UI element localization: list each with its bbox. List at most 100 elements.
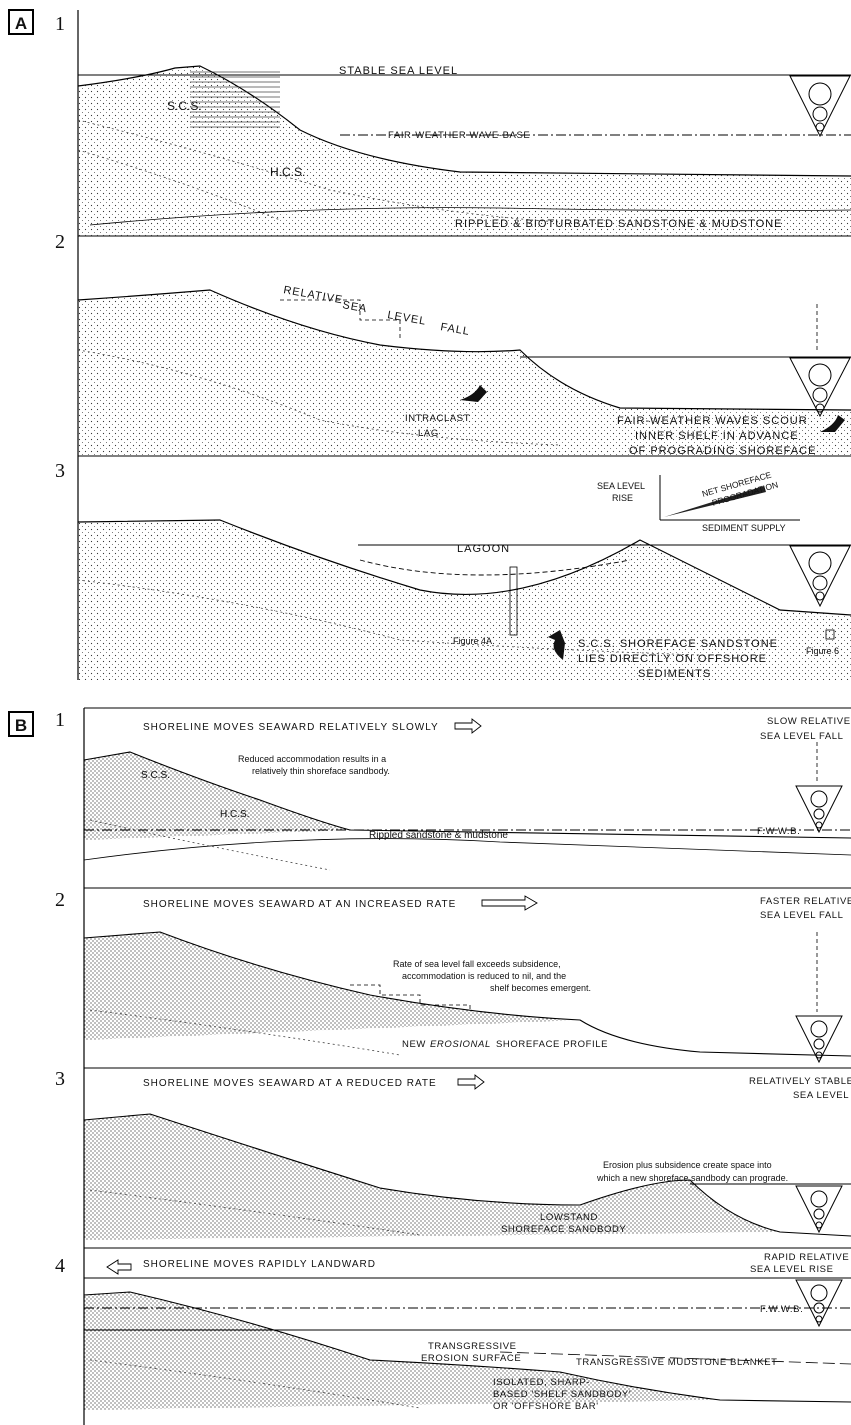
a3-section: SEA LEVEL RISE NET SHOREFACE PROGRADATIO… (77, 469, 851, 680)
a3-scs-1: S.C.S. SHOREFACE SANDSTONE (578, 638, 778, 650)
panel-a-stage-2: 2 (55, 231, 65, 253)
a3-sea-level-triangle-icon (789, 545, 851, 608)
b3-lowstand-1: LOWSTAND (540, 1212, 598, 1223)
b1-scs: S.C.S. (141, 770, 170, 781)
b1-header: SHORELINE MOVES SEAWARD RELATIVELY SLOWL… (143, 722, 439, 733)
a3-figure-6: Figure 6 (806, 646, 839, 656)
a2-shoreface-sand (78, 290, 851, 456)
b2-profile-line (83, 931, 851, 1057)
panel-b-stage-4: 4 (55, 1255, 65, 1277)
panel-a-stage-3: 3 (55, 460, 65, 482)
a2-scour-2: INNER SHELF IN ADVANCE (635, 430, 799, 442)
b2-sea-level-triangle-icon (795, 1015, 843, 1064)
a2-scour-arrow-icon (820, 415, 845, 432)
panel-b-label-box (8, 711, 34, 737)
b3-shoreface-sand (84, 1114, 780, 1240)
a2-fall: FALL (439, 321, 470, 338)
b1-section: SHORELINE MOVES SEAWARD RELATIVELY SLOWL… (83, 716, 851, 871)
b2-note-3: shelf becomes emergent. (490, 983, 591, 993)
a2-level: LEVEL (386, 309, 427, 328)
a1-wave-base-label: FAIR-WEATHER WAVE-BASE (388, 130, 530, 141)
b4-section: SHORELINE MOVES RAPIDLY LANDWARD RAPID R… (83, 1252, 851, 1412)
a1-dotted-line-1 (77, 119, 561, 223)
a2-relative: RELATIVE (282, 284, 344, 306)
b2-dotted-line (89, 1009, 401, 1056)
a3-sea-level-rise-2: RISE (612, 493, 633, 503)
a1-sea-level-triangle-icon (789, 75, 851, 138)
b1-rippled: Rippled sandstone & mudstone (369, 830, 508, 841)
b3-sea-level-triangle-icon (795, 1185, 843, 1234)
a3-sediment-supply: SEDIMENT SUPPLY (702, 523, 786, 533)
a1-section: STABLE SEA LEVEL S.C.S. FAIR-WEATHER WAV… (77, 65, 851, 236)
a3-lagoon-fill (359, 559, 631, 576)
b2-stepped-fall (350, 984, 471, 1012)
a3-scs-arrow-icon (548, 630, 565, 660)
a2-stepped-fall (280, 299, 401, 338)
b2-profile: SHOREFACE PROFILE (496, 1039, 608, 1050)
b1-right-1: SLOW RELATIVE (767, 716, 851, 727)
a1-dotted-line-2 (77, 149, 281, 221)
a2-profile-line (77, 289, 851, 411)
panel-b: B 1 2 3 4 SHORELINE MOVES SEAWARD RELATI… (8, 707, 851, 1425)
a2-sea-level-triangle-icon (789, 357, 851, 418)
b4-trans-2: EROSION SURFACE (421, 1353, 521, 1364)
a3-scs-2: LIES DIRECTLY ON OFFSHORE (578, 653, 767, 665)
b4-profile-line (83, 1291, 851, 1403)
b2-note-1: Rate of sea level fall exceeds subsidenc… (393, 959, 561, 969)
a3-figure-4a-marker (509, 566, 518, 636)
a3-sea-level-rise-1: SEA LEVEL (597, 481, 645, 491)
b2-section: SHORELINE MOVES SEAWARD AT AN INCREASED … (83, 895, 851, 1064)
panel-a-stage-1: 1 (55, 13, 65, 35)
b4-iso-2: BASED 'SHELF SANDBODY' (493, 1389, 631, 1400)
b1-right-2: SEA LEVEL FALL (760, 731, 844, 742)
a1-hcs-label: H.C.S. (270, 165, 305, 179)
a1-scs-hatch (190, 70, 280, 130)
b4-header: SHORELINE MOVES RAPIDLY LANDWARD (143, 1259, 376, 1270)
a1-scs-label: S.C.S. (167, 99, 202, 113)
a2-scour-1: FAIR-WEATHER WAVES SCOUR (617, 415, 808, 427)
b1-note-1: Reduced accommodation results in a (238, 754, 386, 764)
panel-a-label-box (8, 9, 34, 35)
a2-scour-3: OF PROGRADING SHOREFACE (629, 445, 816, 457)
b1-seaward-arrow-icon (454, 718, 482, 734)
b4-fwwb: F.W.W.B. (760, 1304, 803, 1315)
b2-note-2: accommodation is reduced to nil, and the (402, 971, 566, 981)
a3-profile-line (77, 519, 851, 616)
b4-sea-level-triangle-icon (795, 1279, 843, 1328)
b3-right-2: SEA LEVEL (793, 1090, 849, 1101)
b2-header: SHORELINE MOVES SEAWARD AT AN INCREASED … (143, 899, 456, 910)
b4-mudstone: TRANSGRESSIVE MUDSTONE BLANKET (576, 1357, 778, 1368)
a3-scs-3: SEDIMENTS (638, 668, 711, 680)
b4-right-2: SEA LEVEL RISE (750, 1264, 834, 1275)
a3-figure-6-marker (825, 629, 835, 640)
panel-b-label: B (15, 716, 27, 735)
a3-shoreface-sand (78, 520, 851, 680)
b3-lowstand-2: SHOREFACE SANDBODY (501, 1224, 626, 1235)
b2-erosional: EROSIONAL (430, 1039, 491, 1050)
a3-figure-4a: Figure 4A (453, 636, 492, 646)
b4-mudstone-line (499, 1351, 851, 1365)
a2-dotted-line (77, 349, 561, 446)
a1-stable-sea-level: STABLE SEA LEVEL (339, 65, 458, 77)
a2-sea: SEA (341, 299, 368, 315)
a3-inset-graph: SEA LEVEL RISE NET SHOREFACE PROGRADATIO… (597, 469, 800, 533)
panel-b-stage-3: 3 (55, 1068, 65, 1090)
b4-trans-1: TRANSGRESSIVE (428, 1341, 517, 1352)
b3-note-1: Erosion plus subsidence create space int… (603, 1160, 772, 1170)
a3-dotted-line (77, 579, 701, 656)
a2-lag: LAG (418, 428, 439, 439)
a2-section: RELATIVE SEA LEVEL FALL INTRACLAST LAG F… (77, 284, 851, 457)
b3-note-2: which a new shoreface sandbody can progr… (596, 1173, 788, 1183)
b3-section: SHORELINE MOVES SEAWARD AT A REDUCED RAT… (83, 1074, 851, 1240)
panel-b-stage-1: 1 (55, 709, 65, 731)
b4-iso-1: ISOLATED, SHARP- (493, 1377, 590, 1388)
b3-header: SHORELINE MOVES SEAWARD AT A REDUCED RAT… (143, 1078, 437, 1089)
panel-b-stage-2: 2 (55, 889, 65, 911)
a2-intraclast-arrow-icon (460, 385, 487, 402)
b1-bed-line (83, 838, 851, 861)
b3-right-1: RELATIVELY STABLE (749, 1076, 851, 1087)
b3-seaward-arrow-icon (457, 1074, 485, 1090)
b1-profile-line (83, 751, 851, 839)
b4-iso-3: OR 'OFFSHORE BAR' (493, 1401, 599, 1412)
